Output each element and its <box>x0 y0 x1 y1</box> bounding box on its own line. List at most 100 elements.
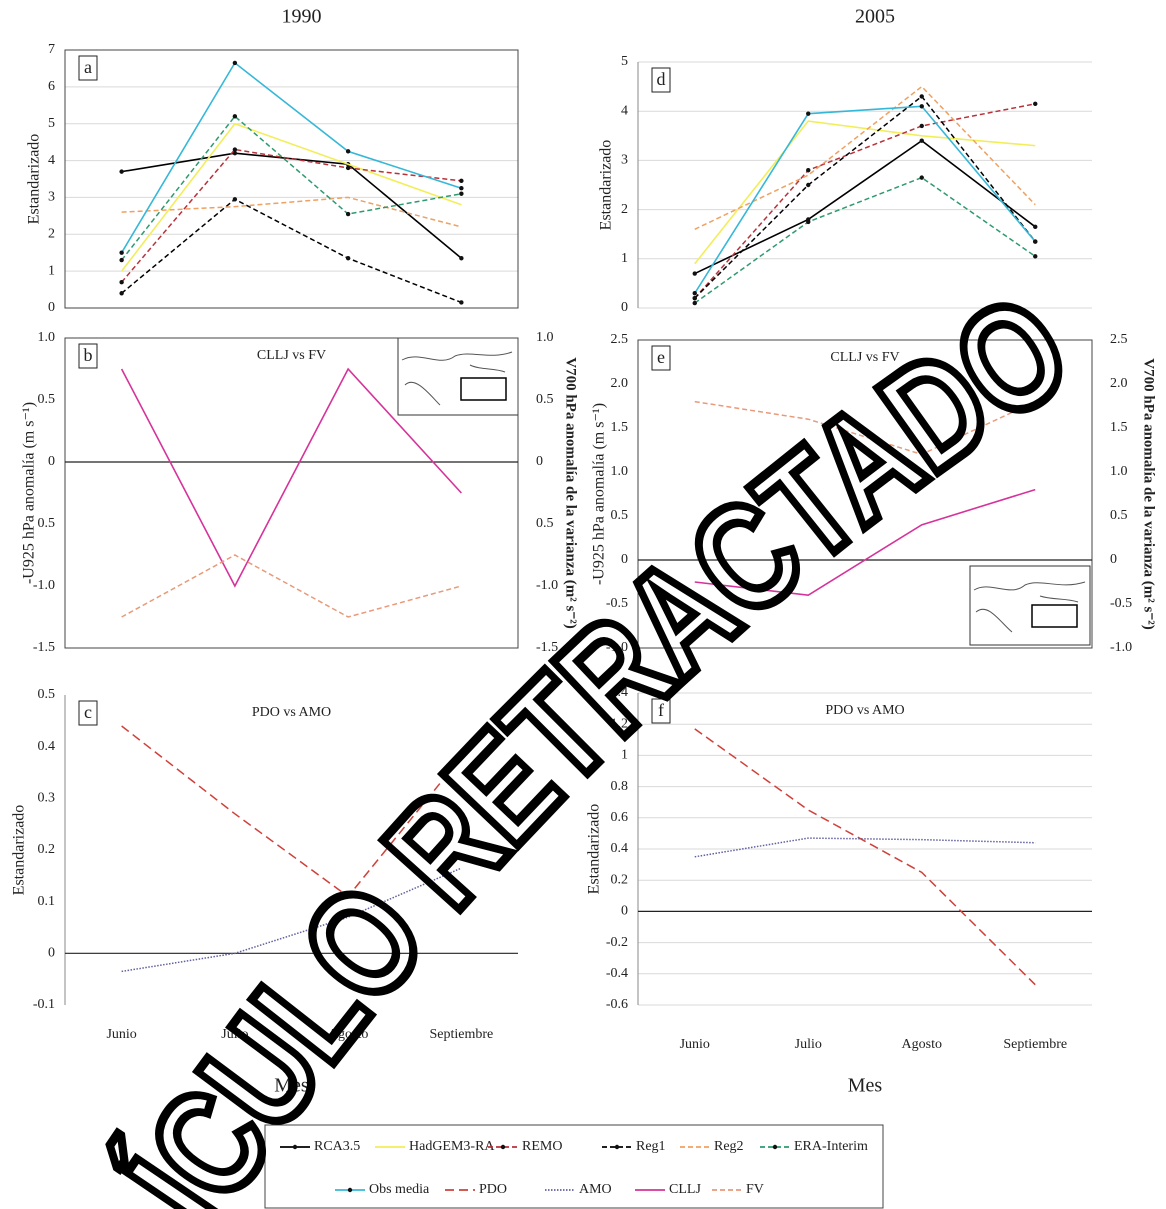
y-tick-label: 2.0 <box>611 376 629 391</box>
point <box>692 271 697 276</box>
series-line <box>694 103 1036 299</box>
series-line <box>121 867 462 973</box>
y2-tick-label: 0 <box>1110 552 1117 567</box>
column-title: 2005 <box>855 6 895 28</box>
legend-box <box>264 1124 884 1209</box>
y-tick-label: 0 <box>48 300 55 315</box>
point <box>919 138 924 143</box>
point <box>1033 101 1038 107</box>
point <box>232 197 238 202</box>
x-tick-label: Junio <box>680 1037 710 1052</box>
y2-axis-label: V700 hPa anomalía de la varianza (m² s⁻²… <box>563 357 579 629</box>
point <box>1033 254 1038 259</box>
series-line <box>694 95 1036 299</box>
series-line <box>121 115 462 261</box>
y2-tick-label: -0.5 <box>1110 596 1132 611</box>
series-line <box>694 400 1036 456</box>
panel-label-box <box>651 345 671 371</box>
point <box>806 111 811 116</box>
x-tick-label: Septiembre <box>429 1027 493 1042</box>
y-tick-label: 4 <box>621 103 628 118</box>
y-tick-label: 5 <box>621 54 628 69</box>
series-line <box>121 554 462 618</box>
legend-marker <box>772 1144 778 1150</box>
y-tick-label: 3 <box>48 190 55 205</box>
y-tick-label: -0.5 <box>606 596 628 611</box>
y-tick-label: 0.5 <box>611 508 629 523</box>
legend-label: Reg1 <box>636 1139 666 1154</box>
panel-label-box <box>78 55 98 81</box>
x-axis-label: Mes <box>274 1075 309 1097</box>
y2-tick-label: -1.5 <box>536 640 558 655</box>
y-tick-label: 2 <box>621 202 628 217</box>
point <box>232 60 238 66</box>
y-axis-label: -U925 hPa anomalía (m s⁻¹) <box>591 403 608 585</box>
point <box>119 280 124 285</box>
series-line <box>694 488 1036 597</box>
panel-label: c <box>84 702 92 722</box>
y-axis-label: Estandarizado <box>586 804 603 895</box>
legend-marker <box>500 1144 506 1150</box>
panel-title: CLLJ vs FV <box>257 348 326 363</box>
y-tick-label: 0.2 <box>611 872 629 887</box>
legend-marker <box>292 1144 298 1150</box>
x-axis-label: Mes <box>848 1075 883 1097</box>
y-tick-label: 0 <box>48 946 55 961</box>
point <box>806 219 811 225</box>
y-tick-label: 0.4 <box>611 841 629 856</box>
legend-label: CLLJ <box>669 1182 701 1197</box>
point <box>459 300 464 305</box>
y2-tick-label: 1.5 <box>1110 420 1128 435</box>
y-tick-label: 0.5 <box>38 516 56 531</box>
legend-label: ERA-Interim <box>794 1139 868 1154</box>
point <box>119 291 124 296</box>
series-line <box>694 139 1036 275</box>
inset-map <box>969 565 1091 646</box>
y-tick-label: 0.4 <box>38 739 56 754</box>
point <box>459 191 464 196</box>
point <box>919 175 924 180</box>
y-tick-label: 5 <box>48 116 55 131</box>
y-tick-label: 0.6 <box>611 810 629 825</box>
x-tick-label: Julio <box>221 1027 248 1042</box>
y-tick-label: 1 <box>621 748 628 763</box>
point <box>919 123 924 129</box>
series-line <box>120 61 462 254</box>
series-line <box>120 367 462 588</box>
plot-frame <box>64 337 519 649</box>
legend-label: AMO <box>579 1182 612 1197</box>
x-tick-label: Julio <box>795 1037 822 1052</box>
panel-title: PDO vs AMO <box>825 703 904 718</box>
y-axis-label: Estandarizado <box>598 140 615 231</box>
y-tick-label: 2.5 <box>611 332 629 347</box>
x-tick-label: Septiembre <box>1003 1037 1067 1052</box>
y2-tick-label: 0.5 <box>1110 508 1128 523</box>
y-tick-label: 0.3 <box>38 791 56 806</box>
plot-frame <box>637 339 1093 649</box>
y-tick-label: -0.2 <box>606 935 628 950</box>
point <box>119 250 124 255</box>
y-tick-label: 1 <box>48 263 55 278</box>
point <box>345 256 351 261</box>
legend-marker <box>347 1187 353 1193</box>
y-tick-label: 0 <box>621 300 628 315</box>
y-tick-label: 0.8 <box>611 779 629 794</box>
x-tick-label: Agosto <box>328 1027 368 1042</box>
point <box>806 168 811 173</box>
point <box>1033 224 1038 230</box>
point <box>345 211 351 217</box>
series-line <box>121 196 462 228</box>
legend-label: Obs media <box>369 1182 430 1197</box>
y-axis-label: Estandarizado <box>26 134 43 225</box>
panel-label: a <box>84 57 92 77</box>
panel-label-box <box>78 700 98 726</box>
series-line <box>694 176 1036 304</box>
y-tick-label: 1.4 <box>611 685 629 700</box>
panel-label-box <box>651 67 671 93</box>
series-line <box>694 837 1036 858</box>
y-tick-label: 0.1 <box>38 894 56 909</box>
point <box>692 300 697 306</box>
panel-title: CLLJ vs FV <box>830 350 899 365</box>
point <box>232 114 238 119</box>
y-tick-label: 4 <box>48 153 55 168</box>
